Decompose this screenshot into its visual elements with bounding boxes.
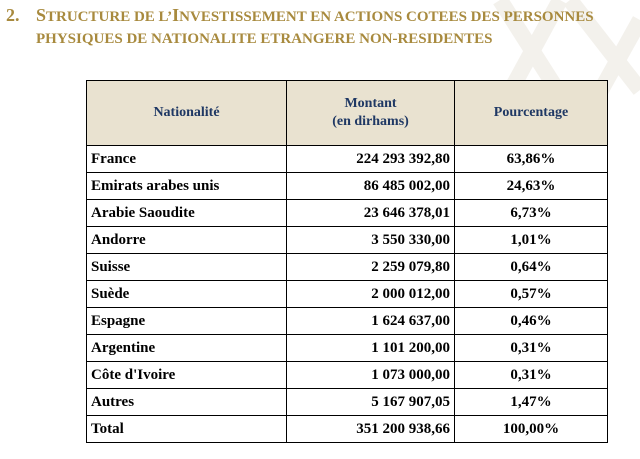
investment-table: Nationalité Montant (en dirhams) Pourcen… <box>86 80 608 443</box>
amount-cell: 5 167 907,05 <box>286 388 455 416</box>
header-percentage: Pourcentage <box>454 80 608 146</box>
table-row: Autres 5 167 907,05 1,47% <box>86 388 608 416</box>
amount-cell: 1 073 000,00 <box>286 361 455 389</box>
amount-cell: 2 000 012,00 <box>286 280 455 308</box>
amount-cell: 2 259 079,80 <box>286 253 455 281</box>
nationality-cell: Total <box>86 415 287 443</box>
table-row: Suède 2 000 012,00 0,57% <box>86 280 608 308</box>
amount-cell: 1 101 200,00 <box>286 334 455 362</box>
percentage-cell: 0,31% <box>454 334 608 362</box>
amount-cell: 86 485 002,00 <box>286 172 455 200</box>
table-row: Total 351 200 938,66 100,00% <box>86 415 608 443</box>
amount-cell: 23 646 378,01 <box>286 199 455 227</box>
percentage-cell: 0,57% <box>454 280 608 308</box>
nationality-cell: Argentine <box>86 334 287 362</box>
section-heading: 2. STRUCTURE DE L’INVESTISSEMENT EN ACTI… <box>6 4 606 50</box>
nationality-cell: France <box>86 145 287 173</box>
table-header-row: Nationalité Montant (en dirhams) Pourcen… <box>86 80 608 146</box>
table-row: Arabie Saoudite 23 646 378,01 6,73% <box>86 199 608 227</box>
table-row: Côte d'Ivoire 1 073 000,00 0,31% <box>86 361 608 389</box>
nationality-cell: Andorre <box>86 226 287 254</box>
amount-cell: 351 200 938,66 <box>286 415 455 443</box>
nationality-cell: Arabie Saoudite <box>86 199 287 227</box>
header-amount-line-2: (en dirhams) <box>332 114 409 129</box>
nationality-cell: Espagne <box>86 307 287 335</box>
percentage-cell: 0,64% <box>454 253 608 281</box>
percentage-cell: 100,00% <box>454 415 608 443</box>
percentage-cell: 0,46% <box>454 307 608 335</box>
amount-cell: 224 293 392,80 <box>286 145 455 173</box>
nationality-cell: Suède <box>86 280 287 308</box>
header-amount: Montant (en dirhams) <box>286 80 455 146</box>
percentage-cell: 1,01% <box>454 226 608 254</box>
percentage-cell: 63,86% <box>454 145 608 173</box>
percentage-cell: 0,31% <box>454 361 608 389</box>
table-row: Argentine 1 101 200,00 0,31% <box>86 334 608 362</box>
percentage-cell: 1,47% <box>454 388 608 416</box>
heading-title-line-1: STRUCTURE DE L’INVESTISSEMENT EN ACTIONS… <box>36 5 594 25</box>
heading-line-1: 2. STRUCTURE DE L’INVESTISSEMENT EN ACTI… <box>6 4 606 28</box>
nationality-cell: Côte d'Ivoire <box>86 361 287 389</box>
header-nationality: Nationalité <box>86 80 287 146</box>
table-body: France 224 293 392,80 63,86% Emirats arabes… <box>86 145 608 443</box>
nationality-cell: Emirats arabes unis <box>86 172 287 200</box>
section-number: 2. <box>6 5 20 25</box>
nationality-cell: Suisse <box>86 253 287 281</box>
table-row: Suisse 2 259 079,80 0,64% <box>86 253 608 281</box>
percentage-cell: 24,63% <box>454 172 608 200</box>
table-row: Espagne 1 624 637,00 0,46% <box>86 307 608 335</box>
heading-title-line-2: PHYSIQUES DE NATIONALITE ETRANGERE NON-R… <box>36 31 493 47</box>
header-amount-line-1: Montant <box>344 96 397 111</box>
nationality-cell: Autres <box>86 388 287 416</box>
amount-cell: 3 550 330,00 <box>286 226 455 254</box>
table-row: Emirats arabes unis 86 485 002,00 24,63% <box>86 172 608 200</box>
table-row: Andorre 3 550 330,00 1,01% <box>86 226 608 254</box>
percentage-cell: 6,73% <box>454 199 608 227</box>
amount-cell: 1 624 637,00 <box>286 307 455 335</box>
table-row: France 224 293 392,80 63,86% <box>86 145 608 173</box>
